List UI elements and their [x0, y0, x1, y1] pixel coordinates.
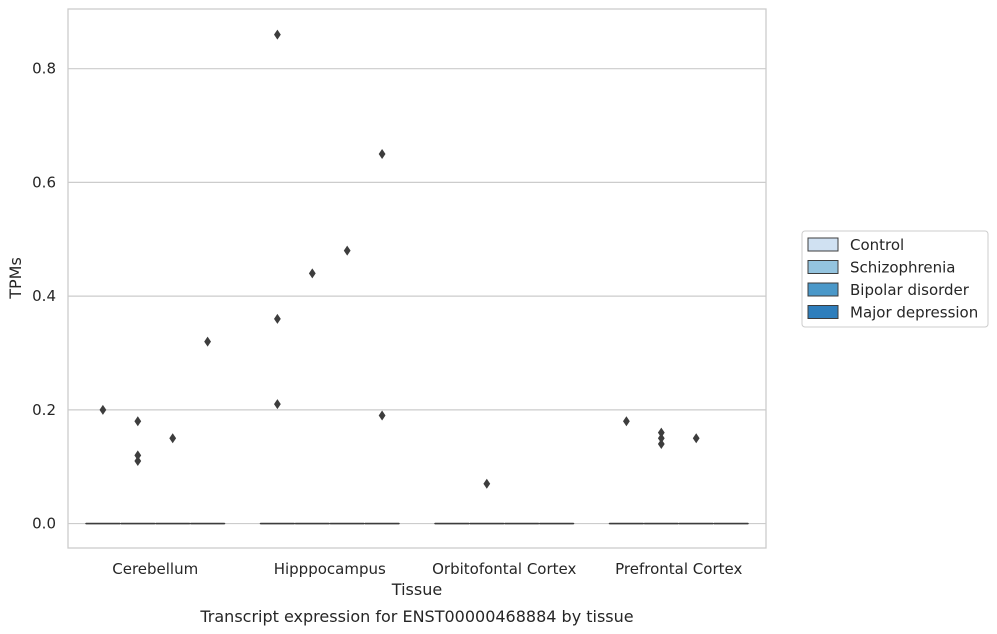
- outlier-point: [169, 433, 177, 444]
- y-tick-label: 0.8: [32, 60, 56, 78]
- outlier-point: [204, 336, 211, 347]
- legend: Control Schizophrenia Bipolar disorder Majo…: [801, 230, 989, 328]
- grid-lines: [68, 68, 766, 525]
- outlier-point: [483, 478, 491, 489]
- outlier-point: [657, 433, 665, 444]
- x-tick-labels: Cerebellum Hipppocampus Orbitofontal Corte…: [112, 560, 742, 578]
- outlier-point: [378, 410, 386, 421]
- legend-swatch: [807, 305, 839, 319]
- y-axis-title: TPMs: [6, 257, 25, 300]
- outlier-point: [692, 433, 700, 444]
- outlier-point: [623, 416, 630, 427]
- y-tick-label: 0.2: [32, 401, 56, 419]
- outlier-point: [308, 268, 316, 279]
- outlier-point: [274, 29, 281, 40]
- x-tick-label: Prefrontal Cortex: [615, 560, 742, 578]
- legend-swatch: [807, 260, 839, 274]
- outlier-layer: [99, 29, 700, 489]
- legend-swatch: [807, 237, 839, 252]
- outlier-point: [274, 399, 281, 410]
- outlier-point: [343, 245, 351, 256]
- outlier-point: [274, 313, 281, 324]
- outlier-point: [378, 148, 386, 159]
- outlier-point: [134, 456, 142, 467]
- y-tick-label: 0.0: [32, 515, 56, 533]
- x-axis-title: Tissue: [391, 580, 442, 599]
- legend-label: Bipolar disorder: [850, 281, 970, 299]
- x-tick-label: Hipppocampus: [274, 560, 386, 578]
- legend-label: Control: [850, 236, 904, 254]
- outlier-point: [99, 404, 107, 415]
- outlier-point: [134, 450, 142, 461]
- y-tick-label: 0.4: [32, 287, 56, 305]
- legend-frame: [801, 230, 989, 328]
- outlier-point: [657, 438, 665, 449]
- x-tick-label: Cerebellum: [112, 560, 198, 578]
- y-tick-labels: 0.0 0.2 0.4 0.6 0.8: [32, 60, 56, 533]
- plot-area-frame: [67, 8, 767, 549]
- outlier-point: [134, 416, 142, 427]
- outlier-point: [657, 427, 665, 438]
- y-tick-label: 0.6: [32, 173, 56, 191]
- legend-label: Schizophrenia: [850, 259, 955, 277]
- legend-label: Major depression: [850, 304, 978, 322]
- chart-caption: Transcript expression for ENST0000046888…: [199, 607, 633, 626]
- x-tick-label: Orbitofontal Cortex: [432, 560, 576, 578]
- legend-swatch: [807, 282, 839, 297]
